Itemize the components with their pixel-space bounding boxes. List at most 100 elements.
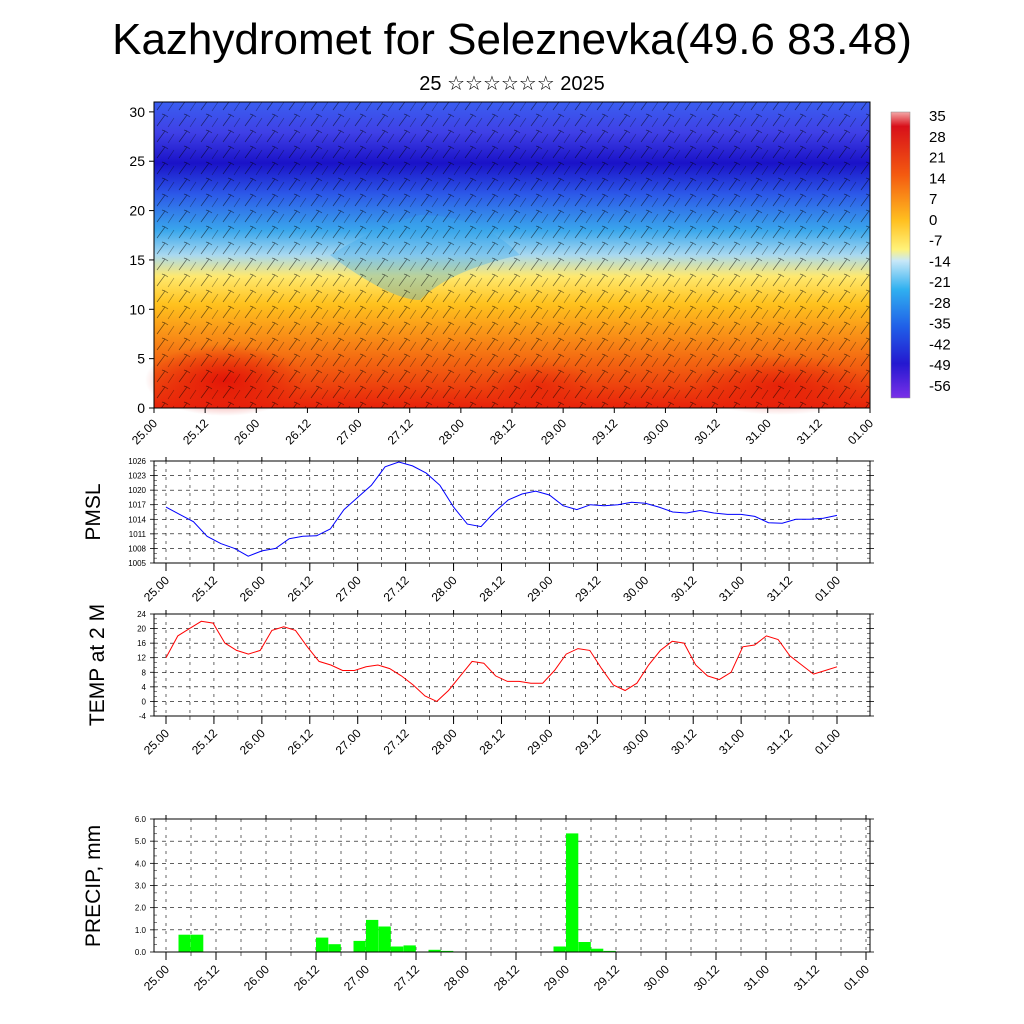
- p2-y-tick-label: 4: [142, 683, 147, 692]
- cross-section-y-tick-label: 25: [129, 153, 145, 169]
- temp-series-line: [165, 620, 838, 702]
- pmsl-y-axis: 1005 1008 1011 1014 1017 1020 1023 1026: [128, 457, 874, 568]
- p1-x-tick-label: 30.00: [620, 573, 651, 604]
- p3-x-tick-label: 28.12: [491, 962, 522, 993]
- p1-x-tick-label: 31.00: [716, 573, 747, 604]
- cross-section-x-tick-label: 26.00: [231, 416, 262, 447]
- precip-bar: [566, 833, 579, 952]
- p1-x-tick-label: 29.12: [572, 573, 603, 604]
- colorbar-label: -35: [929, 316, 951, 333]
- cross-section-x-tick-label: 28.00: [436, 416, 467, 447]
- p2-x-tick-label: 31.12: [764, 726, 795, 757]
- precip-bar: [391, 946, 404, 952]
- p1-x-tick-label: 27.12: [381, 573, 412, 604]
- p2-x-tick-label: 26.00: [237, 726, 268, 757]
- colorbar-label: -56: [929, 378, 951, 395]
- p1-x-tick-label: 26.12: [285, 573, 316, 604]
- p3-x-tick-label: 01.00: [841, 962, 872, 993]
- p3-y-tick-label: 5.0: [135, 837, 147, 846]
- p3-x-tick-label: 26.12: [291, 962, 322, 993]
- precip-grid: [154, 818, 870, 953]
- p1-y-tick-label: 1023: [128, 472, 146, 481]
- page-subtitle: 25 ☆☆☆☆☆☆ 2025: [419, 73, 605, 95]
- p1-y-tick-label: 1011: [129, 530, 147, 539]
- precip-bar: [591, 948, 604, 952]
- p1-x-tick-label: 29.00: [524, 573, 555, 604]
- p3-x-tick-label: 31.00: [741, 962, 772, 993]
- colorbar-label: 28: [929, 129, 946, 146]
- p1-y-tick-label: 1014: [128, 515, 146, 524]
- precip-bars: [178, 833, 616, 952]
- precip-bar: [191, 934, 204, 952]
- temp-grid: [154, 613, 870, 717]
- p2-x-tick-label: 29.12: [572, 726, 603, 757]
- p1-x-tick-label: 28.00: [429, 573, 460, 604]
- precip-bar: [603, 950, 616, 952]
- p1-y-tick-label: 1026: [128, 457, 146, 466]
- p3-y-tick-label: 4.0: [135, 859, 147, 868]
- p3-x-tick-label: 28.00: [441, 962, 472, 993]
- cross-section-x-tick-label: 28.12: [487, 416, 518, 447]
- p3-y-tick-label: 2.0: [135, 904, 147, 913]
- cross-section-panel: 0 5 10 15 20 25 30 25.00 25.12 26.00 26.12 27.00 27…: [129, 101, 876, 447]
- p2-x-tick-label: 29.00: [524, 726, 555, 757]
- p2-y-tick-label: -4: [139, 712, 147, 721]
- p3-y-tick-label: 3.0: [135, 882, 147, 891]
- cross-section-x-tick-label: 31.00: [743, 416, 774, 447]
- p3-x-tick-label: 26.00: [241, 962, 272, 993]
- cross-section-y-tick-label: 30: [129, 104, 145, 120]
- temp-x-axis: 25.00 25.12 26.00 26.12 27.00 27.12 28.00 28.12…: [141, 610, 843, 757]
- precip-bar: [553, 946, 566, 952]
- precip-bar: [328, 944, 341, 952]
- pmsl-grid: [154, 460, 870, 564]
- colorbar-label: -7: [929, 233, 942, 250]
- p2-x-tick-label: 27.12: [381, 726, 412, 757]
- p2-x-tick-label: 30.00: [620, 726, 651, 757]
- colorbar-label: -49: [929, 357, 951, 374]
- precip-bar: [578, 942, 591, 952]
- p1-x-tick-label: 31.12: [764, 573, 795, 604]
- p1-y-tick-label: 1020: [128, 486, 146, 495]
- p3-y-tick-label: 0.0: [135, 948, 147, 957]
- p3-x-tick-label: 31.12: [791, 962, 822, 993]
- cross-section-x-tick-label: 27.00: [334, 416, 365, 447]
- colorbar-label: 35: [929, 108, 946, 125]
- colorbar-label: -14: [929, 253, 951, 270]
- p1-x-tick-label: 27.00: [333, 573, 364, 604]
- p3-y-tick-label: 6.0: [135, 815, 147, 824]
- p2-x-tick-label: 25.12: [189, 726, 220, 757]
- p2-x-tick-label: 30.12: [668, 726, 699, 757]
- precip-bar: [441, 950, 454, 952]
- colorbar-label: 0: [929, 212, 937, 229]
- p1-x-tick-label: 25.12: [189, 573, 220, 604]
- temp-frame: [153, 613, 871, 717]
- precip-panel: 0.0 1.0 2.0 3.0 4.0 5.0 6.0 25.00 25.12 26.00 26.…: [82, 815, 874, 993]
- cross-section-x-tick-label: 26.12: [282, 416, 313, 447]
- cross-section-y-tick-label: 20: [129, 203, 145, 219]
- p3-x-tick-label: 30.00: [641, 962, 672, 993]
- pmsl-frame: [153, 460, 871, 564]
- p2-x-tick-label: 26.12: [285, 726, 316, 757]
- page-title: Kazhydromet for Seleznevka(49.6 83.48): [112, 15, 912, 64]
- p1-x-tick-label: 26.00: [237, 573, 268, 604]
- p2-y-tick-label: 8: [142, 668, 147, 677]
- p3-x-tick-label: 29.12: [591, 962, 622, 993]
- cross-section-y-tick-label: 5: [137, 351, 145, 367]
- precip-x-axis: 25.00 25.12 26.00 26.12 27.00 27.12 28.00 28.12…: [141, 815, 872, 993]
- cross-section-y-tick-label: 15: [129, 252, 145, 268]
- p3-x-tick-label: 25.12: [191, 962, 222, 993]
- p2-y-tick-label: 12: [137, 654, 146, 663]
- p1-x-tick-label: 30.12: [668, 573, 699, 604]
- colorbar-scale: [890, 111, 911, 399]
- p2-y-tick-label: 24: [137, 610, 146, 619]
- p3-x-tick-label: 25.00: [141, 962, 172, 993]
- p1-x-tick-label: 25.00: [141, 573, 172, 604]
- p1-x-tick-label: 01.00: [812, 573, 843, 604]
- cross-section-x-tick-label: 27.12: [385, 416, 416, 447]
- p2-x-tick-label: 28.00: [429, 726, 460, 757]
- p2-x-tick-label: 01.00: [812, 726, 843, 757]
- colorbar-label: -42: [929, 336, 951, 353]
- cross-section-x-tick-label: 29.12: [589, 416, 620, 447]
